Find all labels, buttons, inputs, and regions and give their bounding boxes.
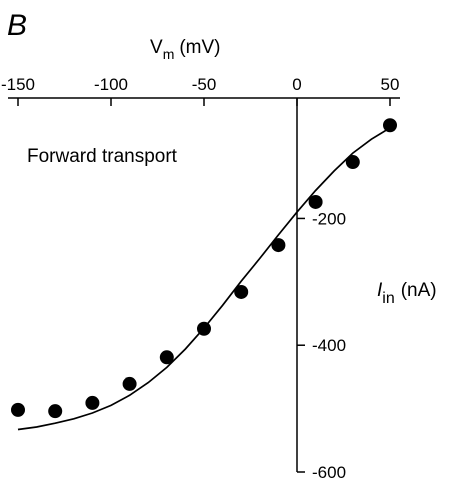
data-point — [308, 194, 323, 209]
x-axis-title-unit: (mV) — [179, 37, 220, 58]
y-axis-title-main: I — [377, 280, 383, 301]
forward-transport-annotation: Forward transport — [27, 146, 178, 167]
data-point — [122, 376, 137, 391]
data-point — [345, 155, 360, 170]
y-axis-title: Iin (nA) — [377, 280, 437, 307]
x-axis-ticks: -150 -100 -50 0 50 — [1, 75, 399, 106]
x-tick-label: -100 — [94, 75, 128, 94]
data-point — [48, 404, 63, 419]
x-tick-label: -50 — [192, 75, 217, 94]
data-points — [11, 118, 397, 419]
data-point — [197, 321, 211, 336]
x-axis-title: Vm (mV) — [150, 37, 221, 62]
y-tick-label: -200 — [312, 209, 346, 228]
x-axis-title-sub: m — [163, 46, 175, 62]
x-tick-label: -150 — [1, 75, 35, 94]
y-axis-title-unit: (nA) — [401, 280, 437, 301]
x-tick-label: 50 — [381, 75, 400, 94]
data-point — [159, 350, 174, 365]
data-point — [11, 402, 25, 417]
data-point — [234, 284, 249, 299]
data-point — [271, 238, 286, 253]
fit-curve — [17, 127, 391, 431]
y-tick-label: -600 — [312, 463, 346, 482]
data-point — [383, 118, 397, 133]
y-tick-label: -400 — [312, 336, 346, 355]
data-point — [85, 395, 100, 410]
x-axis-title-main: V — [150, 37, 163, 58]
y-axis-ticks: -200 -400 -600 — [297, 209, 346, 482]
y-axis-title-sub: in — [382, 290, 394, 307]
panel-label: B — [7, 9, 27, 42]
svg-text:Vm(mV): Vm (mV) — [150, 37, 221, 62]
x-tick-label: 0 — [292, 75, 301, 94]
svg-text:Iin(nA): Iin (nA) — [377, 280, 437, 307]
